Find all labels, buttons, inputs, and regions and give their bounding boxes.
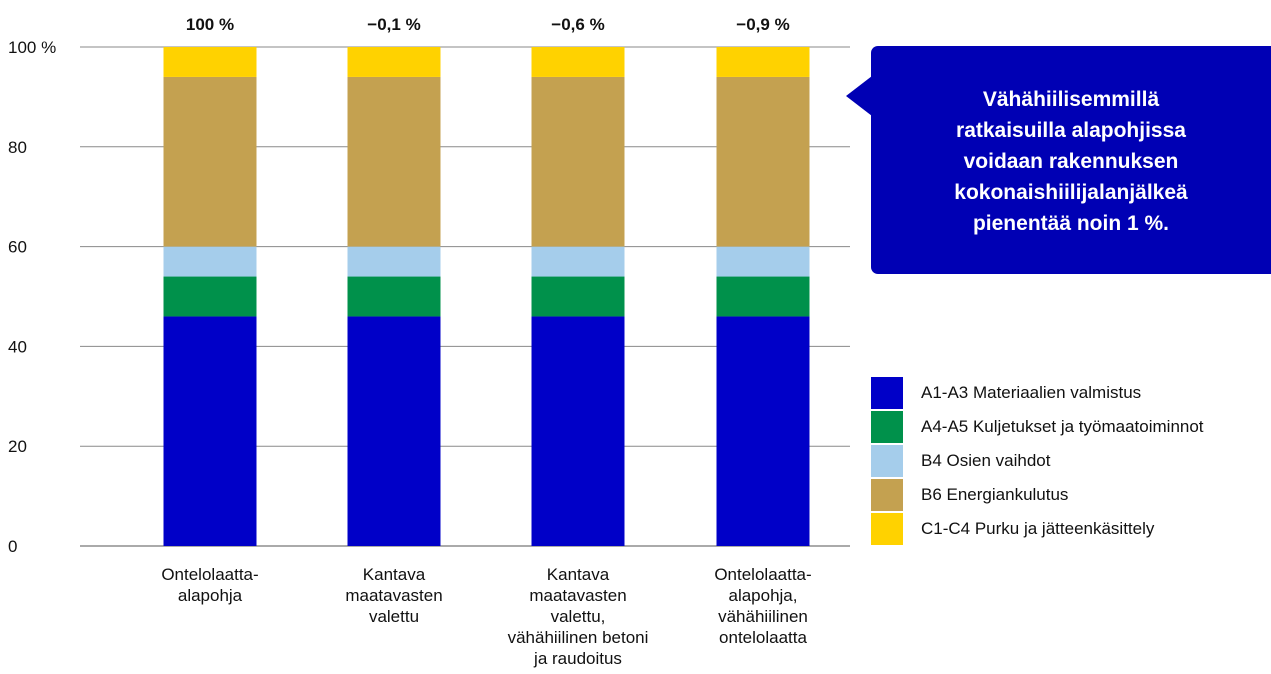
category-label-line: ja raudoitus xyxy=(533,649,622,668)
bar-segment xyxy=(716,47,810,77)
legend-item: A1-A3 Materiaalien valmistus xyxy=(871,376,1204,410)
legend-swatch xyxy=(871,377,903,409)
bar-segment xyxy=(347,47,441,77)
y-tick-label: 100 % xyxy=(8,38,56,57)
legend-swatch xyxy=(871,445,903,477)
bar-segment xyxy=(531,47,625,77)
bar-segment xyxy=(531,316,625,546)
bar-segment xyxy=(163,246,257,277)
category-label-line: alapohja xyxy=(178,586,243,605)
bar-segment xyxy=(347,246,441,277)
legend-label: B6 Energiankulutus xyxy=(921,485,1069,504)
category-label: Ontelolaatta-alapohja xyxy=(161,565,258,605)
bar-segment xyxy=(163,316,257,546)
legend-item: A4-A5 Kuljetukset ja työmaatoiminnot xyxy=(871,410,1204,444)
bar-top-label: −0,1 % xyxy=(367,15,420,34)
category-label-line: maatavasten xyxy=(345,586,442,605)
bar-segment xyxy=(531,246,625,277)
y-tick-label: 0 xyxy=(8,537,17,556)
legend-item: B4 Osien vaihdot xyxy=(871,444,1204,478)
bar-top-label: −0,6 % xyxy=(551,15,604,34)
y-tick-label: 60 xyxy=(8,238,27,257)
category-label-line: Ontelolaatta- xyxy=(161,565,258,584)
category-label-line: ontelolaatta xyxy=(719,628,807,647)
bar-segment xyxy=(347,76,441,247)
bar-top-label: −0,9 % xyxy=(736,15,789,34)
category-label-line: valettu xyxy=(369,607,419,626)
legend-label: A1-A3 Materiaalien valmistus xyxy=(921,383,1142,402)
category-label-line: vähähiilinen xyxy=(718,607,808,626)
callout-box: Vähähiilisemmillä ratkaisuilla alapohjis… xyxy=(846,46,1271,274)
legend-item: B6 Energiankulutus xyxy=(871,478,1204,512)
bar-segment xyxy=(531,76,625,247)
bar-segment xyxy=(531,276,625,317)
category-label-line: Ontelolaatta- xyxy=(714,565,811,584)
bar-segment xyxy=(716,316,810,546)
legend-item: C1-C4 Purku ja jätteenkäsittely xyxy=(871,512,1204,546)
category-label: Ontelolaatta-alapohja, vähähiilinen ontelo… xyxy=(714,565,811,647)
bar-segment xyxy=(716,246,810,277)
category-label-line: maatavasten xyxy=(529,586,626,605)
category-label-line: valettu, xyxy=(551,607,606,626)
callout-text: Vähähiilisemmillä ratkaisuilla alapohjis… xyxy=(954,88,1188,235)
category-label-line: Kantava xyxy=(547,565,610,584)
category-label: Kantava maatavasten valettu xyxy=(345,565,442,626)
bar-segment xyxy=(347,276,441,317)
bar-segment xyxy=(163,47,257,77)
legend: A1-A3 Materiaalien valmistus A4-A5 Kuljet… xyxy=(871,376,1204,546)
y-tick-label: 20 xyxy=(8,437,27,456)
legend-swatch xyxy=(871,479,903,511)
bar-top-label: 100 % xyxy=(186,15,234,34)
legend-label: C1-C4 Purku ja jätteenkäsittely xyxy=(921,519,1155,538)
category-label-line: Kantava xyxy=(363,565,426,584)
bar-segment xyxy=(163,276,257,317)
bar-segment xyxy=(347,316,441,546)
bar-segment xyxy=(163,76,257,247)
y-tick-label: 40 xyxy=(8,337,27,356)
legend-swatch xyxy=(871,411,903,443)
y-tick-label: 80 xyxy=(8,138,27,157)
legend-swatch xyxy=(871,513,903,545)
callout-pointer xyxy=(846,76,872,116)
category-label-line: vähähiilinen betoni xyxy=(508,628,649,647)
stacked-bar-chart: 0 20 40 60 80 100 % 100 % Ontelolaatta-alapohja… xyxy=(8,15,850,668)
legend-label: B4 Osien vaihdot xyxy=(921,451,1051,470)
category-label: Kantava maatavasten valettu, vähähiilinen b… xyxy=(508,565,649,668)
bar-segment xyxy=(716,276,810,317)
category-label-line: alapohja, xyxy=(728,586,797,605)
bar-segment xyxy=(716,76,810,247)
legend-label: A4-A5 Kuljetukset ja työmaatoiminnot xyxy=(921,417,1204,436)
